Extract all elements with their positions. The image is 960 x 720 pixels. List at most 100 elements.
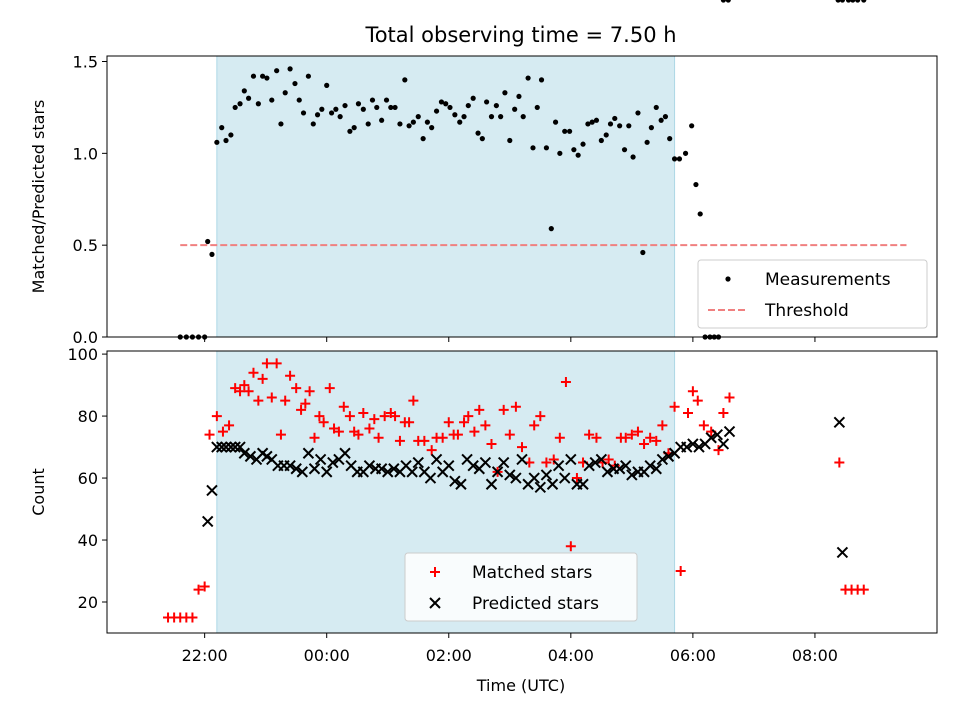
data-point — [363, 459, 376, 472]
data-point — [224, 420, 235, 431]
data-point — [229, 441, 241, 453]
data-point — [333, 106, 339, 112]
data-point — [369, 97, 376, 103]
data-point — [635, 110, 641, 116]
data-point — [285, 370, 296, 381]
data-point — [833, 416, 846, 428]
data-point — [291, 383, 302, 394]
data-point — [452, 429, 463, 440]
data-point — [474, 404, 485, 415]
y-axis-label: Matched/Predicted stars — [29, 100, 48, 294]
data-point — [658, 117, 664, 123]
data-point — [559, 472, 571, 484]
data-point — [304, 386, 315, 397]
y-tick-label: 0.5 — [73, 236, 98, 255]
data-point — [682, 150, 689, 156]
data-point — [644, 459, 656, 472]
data-point — [394, 435, 405, 446]
data-point — [676, 156, 683, 162]
data-point — [562, 128, 568, 134]
data-point — [651, 435, 662, 446]
data-point — [467, 459, 479, 472]
data-point — [271, 358, 282, 369]
data-point — [408, 395, 419, 406]
data-point — [328, 110, 335, 116]
data-point — [250, 73, 257, 79]
chart-title: Total observing time = 7.50 h — [364, 23, 676, 47]
data-point — [211, 411, 222, 422]
data-point — [187, 612, 198, 623]
data-point — [491, 466, 504, 478]
data-point — [420, 136, 426, 142]
x-tick-label: 08:00 — [792, 646, 838, 665]
legend-box — [697, 259, 928, 329]
data-point — [548, 226, 554, 232]
data-point — [834, 457, 845, 468]
data-point — [239, 380, 250, 391]
data-point — [512, 106, 518, 112]
data-point — [455, 478, 467, 490]
data-point — [344, 411, 355, 422]
data-point — [201, 515, 214, 528]
data-point — [204, 429, 215, 440]
data-point — [603, 454, 614, 465]
data-point — [540, 469, 553, 481]
data-point — [479, 456, 492, 469]
data-point — [504, 429, 515, 440]
data-point — [234, 441, 246, 453]
data-point — [484, 99, 490, 105]
data-point — [632, 426, 643, 437]
data-point — [463, 411, 474, 422]
data-point — [383, 97, 390, 103]
data-point — [257, 373, 268, 384]
data-point — [546, 478, 559, 490]
data-point — [493, 102, 499, 109]
data-point — [528, 472, 540, 484]
data-point — [718, 407, 729, 418]
data-point — [241, 88, 247, 94]
data-point — [275, 429, 286, 440]
data-point — [591, 432, 602, 443]
data-point — [373, 432, 384, 443]
data-point — [264, 75, 270, 81]
data-point — [424, 472, 437, 484]
data-point — [554, 432, 565, 443]
legend-marker — [430, 567, 440, 577]
data-point — [355, 101, 362, 107]
data-point — [713, 445, 724, 456]
data-point — [855, 0, 861, 3]
data-point — [225, 441, 237, 453]
data-point — [565, 541, 576, 552]
axes-frame — [106, 55, 938, 338]
top-panel: 0.0 0.5 1.0 1.5 Matched/Predicted stars Measu… — [29, 0, 938, 347]
data-point — [302, 447, 315, 459]
data-point — [324, 82, 330, 88]
data-point — [351, 125, 357, 131]
data-point — [320, 466, 333, 478]
data-point — [479, 136, 485, 142]
data-point — [683, 407, 693, 418]
data-point — [309, 432, 320, 443]
x-tick-label: 04:00 — [548, 646, 594, 665]
data-point — [607, 121, 614, 127]
data-point — [525, 75, 531, 81]
data-point — [459, 417, 470, 428]
data-point — [282, 90, 288, 96]
data-point — [300, 398, 311, 409]
data-point — [724, 392, 735, 403]
data-point — [305, 73, 311, 79]
data-point — [232, 104, 238, 111]
legend-label: Matched stars — [472, 563, 592, 583]
data-point — [583, 459, 595, 472]
data-point — [603, 132, 609, 138]
data-point — [424, 119, 431, 125]
data-point — [520, 114, 526, 120]
data-point — [497, 456, 510, 469]
y-tick-label: 80 — [78, 407, 98, 426]
data-point — [274, 68, 280, 74]
data-point — [206, 484, 218, 497]
data-point — [342, 102, 348, 109]
data-point — [630, 154, 636, 160]
y-tick-label: 1.0 — [73, 144, 98, 163]
legend-box — [404, 552, 638, 622]
